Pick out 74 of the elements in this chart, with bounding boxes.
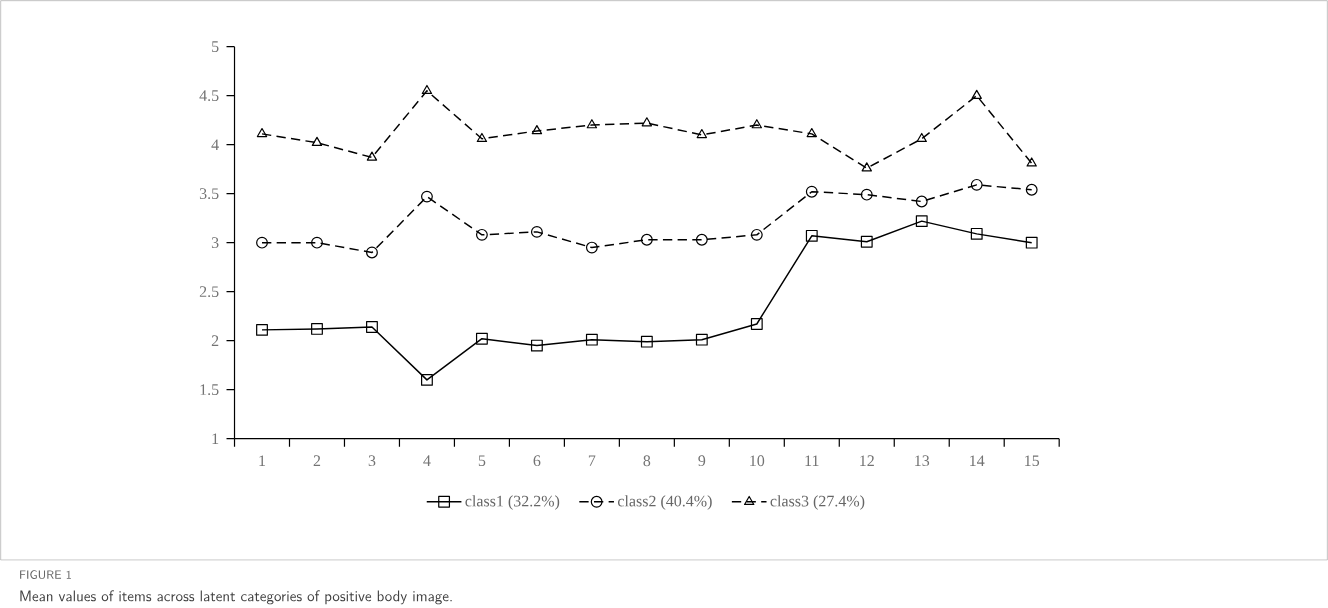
point [421,190,433,203]
x-tick-label: 1 [259,455,266,466]
point [750,228,763,241]
x-tick-label: 9 [698,455,706,467]
text: Mean values of items across latent categories of positive body image. [20,590,452,605]
point [421,84,433,95]
y-tick-label: 3.5 [199,188,219,200]
point [475,332,488,345]
point [311,136,323,146]
point [750,318,763,330]
y-tick-label: 5 [212,41,219,52]
x-tick-label: 14 [970,455,985,466]
point [256,236,268,249]
point [696,128,708,139]
y-tick-label: 1.5 [200,384,219,396]
point [311,322,323,335]
point [640,233,653,246]
point [256,127,268,138]
point [915,215,928,228]
point [860,188,873,201]
point [640,335,653,348]
x-tick-label: 11 [805,455,819,466]
y-tick-label: 1 [212,433,219,444]
y-tick-label: 4 [211,139,219,150]
point [971,89,982,99]
point [1025,183,1038,196]
point [366,321,378,333]
point [805,185,818,198]
legend-label: class3 (27.4%) [770,495,865,510]
point [751,119,763,129]
point [366,246,378,259]
point [530,225,543,238]
point [970,178,983,191]
x-tick-label: 4 [423,455,431,466]
point [805,229,818,242]
y-tick-label: 2 [211,335,219,346]
point [585,333,598,346]
point [586,119,598,129]
x-tick-label: 2 [313,455,321,466]
point [366,151,378,161]
point [695,233,708,246]
x-tick-label: 3 [368,455,376,467]
y-tick-label: 2.5 [199,286,219,298]
point [861,162,872,172]
point [531,125,543,135]
legend-label: class2 (40.4%) [617,495,712,510]
x-tick-label: 13 [915,455,930,467]
legend-label: class1 (32.2%) [465,495,560,510]
point [1026,157,1037,167]
point [475,228,488,241]
x-tick-label: 15 [1025,455,1040,467]
caption: FIGURE 1 [20,570,71,580]
x-tick-label: 7 [588,455,596,466]
point [916,132,927,143]
point [530,339,543,352]
point [695,333,708,346]
point [641,117,653,127]
x-tick-label: 5 [478,455,486,466]
point [970,227,983,240]
point [915,195,928,208]
point [421,373,433,386]
point [1025,236,1038,249]
point [476,132,488,143]
point [585,241,598,254]
point [311,236,323,249]
x-tick-label: 8 [643,455,651,467]
point [256,323,268,336]
point [860,235,873,248]
x-tick-label: 12 [860,455,874,466]
x-tick-label: 6 [533,455,541,467]
y-tick-label: 4.5 [199,90,219,102]
x-tick-label: 10 [750,455,765,467]
y-tick-label: 3 [211,237,219,249]
point [806,127,817,138]
